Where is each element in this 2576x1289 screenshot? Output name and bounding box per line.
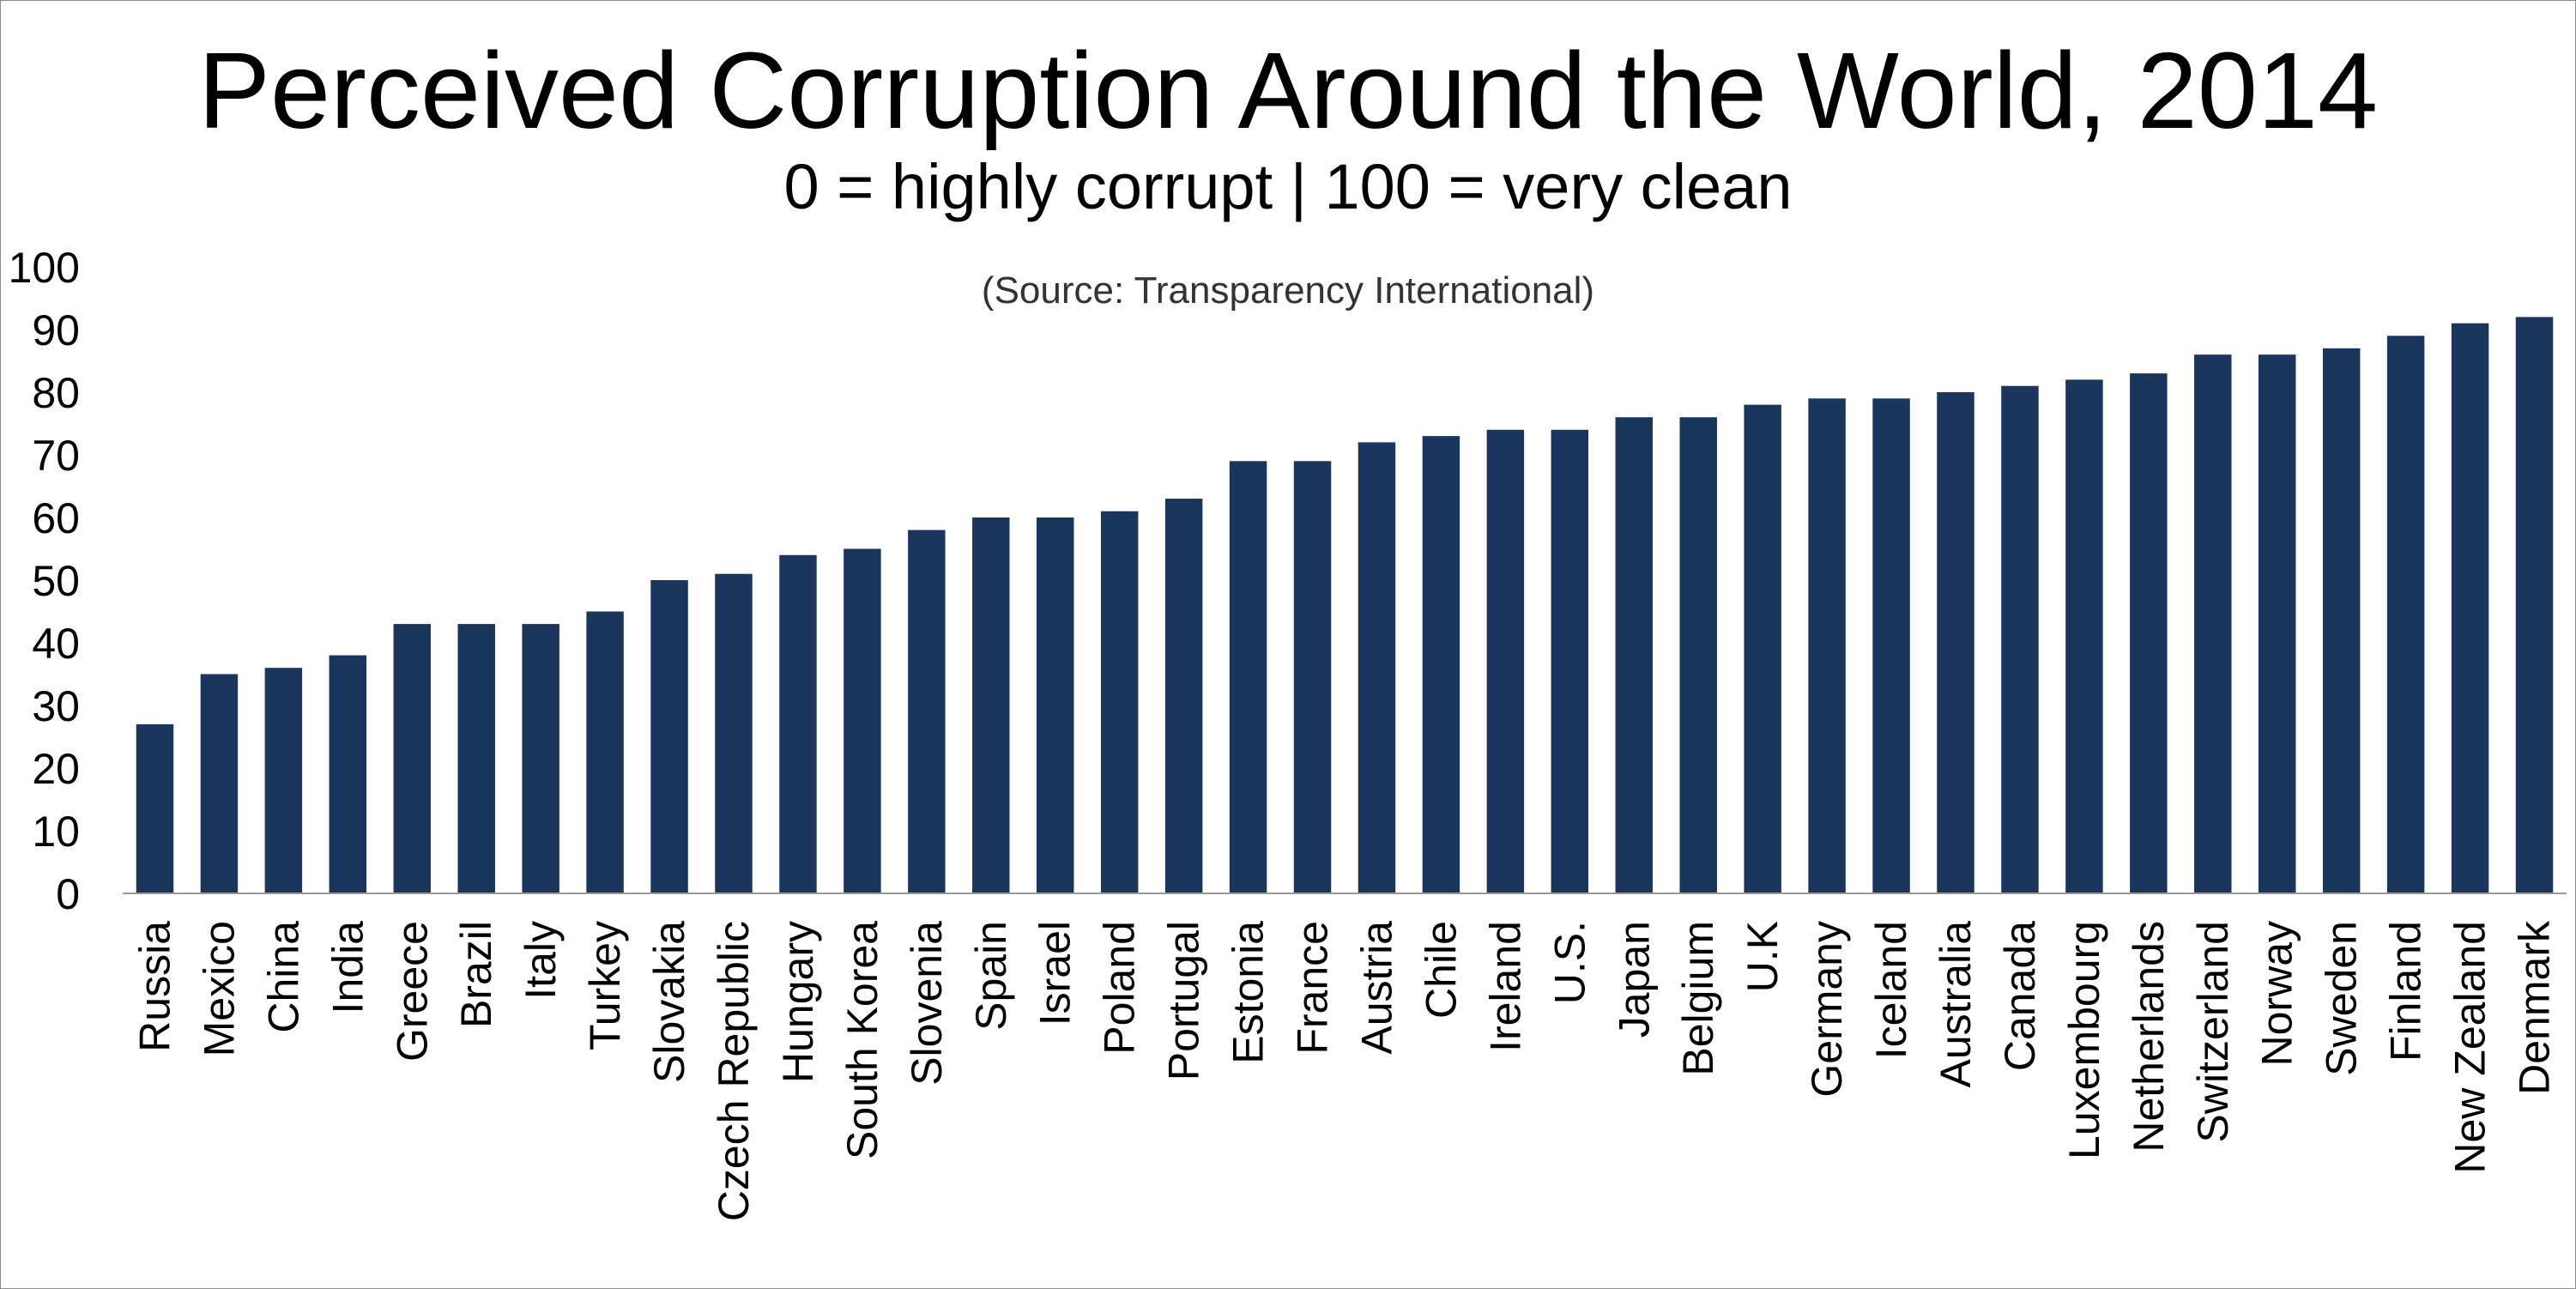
x-tick-label: New Zealand	[2446, 921, 2494, 1174]
x-tick-label: Russia	[130, 921, 178, 1052]
x-tick-label: Brazil	[452, 921, 500, 1028]
x-tick-label: Turkey	[581, 921, 629, 1050]
x-tick-label: Germany	[1803, 921, 1851, 1098]
bar-china	[264, 668, 303, 893]
x-tick-label: South Korea	[838, 921, 886, 1159]
x-tick-label: Slovenia	[903, 921, 951, 1086]
x-tick-label: Belgium	[1674, 921, 1722, 1076]
bar-brazil	[457, 624, 495, 893]
x-tick-label: Japan	[1610, 921, 1658, 1038]
bar-russia	[136, 723, 174, 893]
bar-u-k	[1744, 404, 1781, 894]
x-tick-label: Slovakia	[645, 921, 693, 1083]
bar-greece	[393, 624, 431, 893]
x-tick-label: Hungary	[774, 921, 822, 1083]
x-tick-label: Estonia	[1225, 921, 1273, 1064]
x-tick-label: Denmark	[2511, 920, 2559, 1095]
bar-switzerland	[2194, 354, 2232, 893]
bar-hungary	[779, 554, 817, 893]
bar-austria	[1358, 442, 1396, 893]
bar-france	[1293, 461, 1332, 893]
bar-india	[329, 655, 367, 893]
bar-estonia	[1229, 461, 1267, 893]
x-tick-label: Finland	[2382, 921, 2430, 1062]
x-tick-label: Czech Republic	[710, 921, 758, 1221]
bar-ireland	[1486, 429, 1525, 893]
y-tick-label: 20	[32, 745, 80, 793]
chart-title: Perceived Corruption Around the World, 2…	[198, 30, 2378, 151]
bar-portugal	[1164, 499, 1203, 893]
bar-italy	[522, 624, 559, 893]
bar-poland	[1100, 511, 1139, 893]
x-tick-label: Ireland	[1481, 921, 1529, 1052]
x-axis: Russia Mexico China India Greece Brazil Italy T…	[130, 920, 2558, 1221]
bar-germany	[1808, 398, 1846, 893]
bar-turkey	[586, 611, 624, 893]
bar-japan	[1615, 417, 1653, 893]
x-tick-label: India	[324, 921, 372, 1014]
bar-new-zealand	[2451, 323, 2489, 893]
bar-chile	[1422, 436, 1460, 894]
x-tick-label: Chile	[1417, 921, 1465, 1019]
y-tick-label: 10	[32, 808, 80, 856]
x-tick-label: Poland	[1096, 921, 1144, 1055]
y-tick-label: 50	[32, 557, 80, 605]
x-tick-label: Canada	[1996, 921, 2044, 1071]
bar-norway	[2259, 354, 2296, 893]
bar-belgium	[1679, 417, 1717, 893]
bar-denmark	[2515, 317, 2554, 893]
bar-mexico	[200, 674, 239, 893]
x-tick-label: Luxembourg	[2060, 921, 2108, 1159]
bar-australia	[1937, 392, 1974, 893]
y-tick-label: 30	[32, 682, 80, 730]
y-tick-label: 90	[32, 306, 80, 354]
bar-sweden	[2322, 348, 2361, 893]
x-tick-label: Iceland	[1867, 921, 1915, 1059]
bar-spain	[972, 517, 1010, 893]
y-tick-label: 0	[56, 870, 80, 918]
y-tick-label: 40	[32, 620, 80, 668]
x-tick-label: Mexico	[195, 921, 243, 1056]
bar-netherlands	[2130, 373, 2168, 894]
bar-u-s	[1551, 429, 1589, 893]
x-tick-label: Italy	[517, 921, 565, 1000]
x-tick-label: Spain	[967, 921, 1015, 1031]
bar-slovakia	[650, 580, 688, 893]
x-tick-label: Netherlands	[2125, 921, 2173, 1153]
chart-subtitle: 0 = highly corrupt | 100 = very clean	[783, 151, 1792, 222]
y-tick-label: 80	[32, 369, 80, 417]
y-tick-label: 70	[32, 432, 80, 480]
x-tick-label: Greece	[388, 921, 436, 1062]
x-tick-label: U.K	[1738, 921, 1787, 992]
bars-group	[136, 317, 2554, 894]
chart-source-annotation: (Source: Transparency International)	[982, 269, 1594, 312]
bar-slovenia	[908, 530, 946, 893]
x-tick-label: France	[1289, 921, 1337, 1055]
y-tick-label: 60	[32, 494, 80, 542]
bar-canada	[2001, 385, 2039, 893]
y-axis: 0 10 20 30 40 50 60 70 80 90 100	[9, 244, 80, 918]
x-tick-label: Australia	[1932, 921, 1980, 1088]
x-tick-label: Israel	[1031, 921, 1079, 1026]
x-tick-label: China	[259, 921, 307, 1033]
bar-iceland	[1872, 398, 1910, 893]
x-tick-label: Sweden	[2318, 921, 2366, 1076]
y-tick-label: 100	[9, 244, 80, 292]
x-tick-label: Norway	[2253, 921, 2301, 1066]
bar-israel	[1037, 517, 1074, 893]
bar-south-korea	[844, 548, 881, 893]
x-tick-label: Switzerland	[2189, 921, 2237, 1142]
bar-luxembourg	[2065, 379, 2103, 893]
x-tick-label: Austria	[1352, 921, 1400, 1055]
bar-finland	[2386, 336, 2425, 893]
bar-czech-republic	[715, 573, 753, 893]
x-tick-label: U.S.	[1545, 921, 1593, 1004]
x-tick-label: Portugal	[1160, 921, 1208, 1080]
